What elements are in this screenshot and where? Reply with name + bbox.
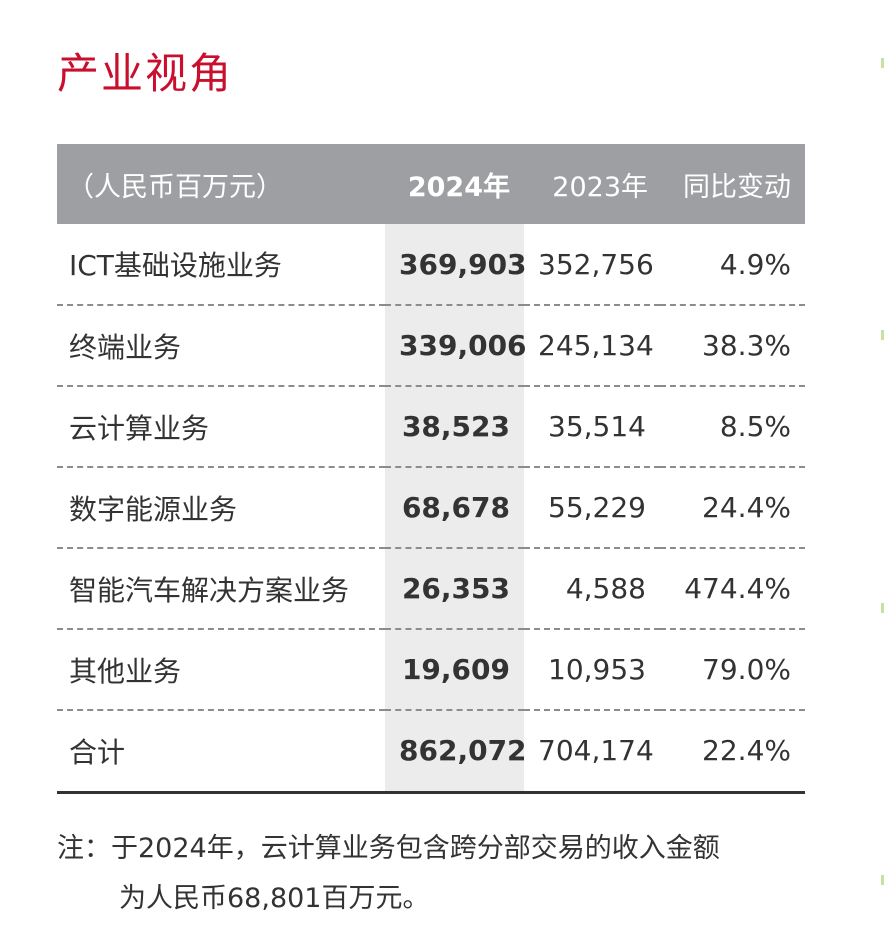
footnote-line-1: 注：于2024年，云计算业务包含跨分部交易的收入金额 [57, 833, 720, 864]
footnote-line-2: 为人民币68,801百万元。 [119, 883, 430, 914]
row-value-change: 8.5% [660, 386, 805, 468]
row-value-2024: 369,903 [385, 224, 527, 306]
row-value-2024: 19,609 [385, 629, 524, 711]
header-unit-label: （人民币百万元） [57, 144, 385, 224]
footnote: 注：于2024年，云计算业务包含跨分部交易的收入金额 为人民币68,801百万元… [57, 824, 817, 924]
row-value-change: 4.9% [660, 224, 805, 306]
row-value-change: 474.4% [660, 548, 805, 630]
header-2023: 2023年 [524, 144, 660, 224]
row-label: 其他业务 [57, 629, 385, 711]
row-value-2024: 68,678 [385, 467, 524, 549]
total-label: 合计 [57, 710, 385, 794]
table-row: 终端业务 339,006 245,134 38.3% [57, 305, 805, 387]
row-label: 云计算业务 [57, 386, 385, 468]
row-value-change: 79.0% [660, 629, 805, 711]
revenue-table: （人民币百万元） 2024年 2023年 同比变动 ICT基础设施业务 369,… [57, 144, 805, 794]
row-value-2024: 339,006 [385, 305, 527, 387]
edge-mark [881, 603, 884, 613]
table-header-row: （人民币百万元） 2024年 2023年 同比变动 [57, 144, 805, 224]
row-value-change: 38.3% [660, 305, 805, 387]
edge-mark [881, 875, 884, 885]
revenue-table-container: （人民币百万元） 2024年 2023年 同比变动 ICT基础设施业务 369,… [57, 144, 805, 794]
header-2024: 2024年 [385, 144, 524, 224]
page-title: 产业视角 [57, 49, 234, 98]
row-label: 数字能源业务 [57, 467, 385, 549]
table-row: 云计算业务 38,523 35,514 8.5% [57, 386, 805, 468]
row-value-change: 24.4% [660, 467, 805, 549]
row-value-2023: 55,229 [524, 467, 660, 549]
table-row: 智能汽车解决方案业务 26,353 4,588 474.4% [57, 548, 805, 630]
row-value-2024: 26,353 [385, 548, 524, 630]
total-value-2023: 704,174 [524, 710, 660, 794]
row-value-2024: 38,523 [385, 386, 524, 468]
row-label: ICT基础设施业务 [57, 224, 385, 306]
table-row: ICT基础设施业务 369,903 352,756 4.9% [57, 224, 805, 306]
row-value-2023: 4,588 [524, 548, 660, 630]
total-value-2024: 862,072 [385, 710, 527, 794]
table-row: 其他业务 19,609 10,953 79.0% [57, 629, 805, 711]
row-value-2023: 245,134 [524, 305, 660, 387]
row-value-2023: 10,953 [524, 629, 660, 711]
table-row: 数字能源业务 68,678 55,229 24.4% [57, 467, 805, 549]
row-value-2023: 35,514 [524, 386, 660, 468]
total-value-change: 22.4% [660, 710, 805, 794]
row-value-2023: 352,756 [524, 224, 660, 306]
row-label: 终端业务 [57, 305, 385, 387]
edge-mark [881, 330, 884, 340]
header-change: 同比变动 [660, 144, 805, 224]
row-label: 智能汽车解决方案业务 [57, 548, 385, 630]
table-total-row: 合计 862,072 704,174 22.4% [57, 710, 805, 794]
edge-mark [881, 58, 884, 68]
